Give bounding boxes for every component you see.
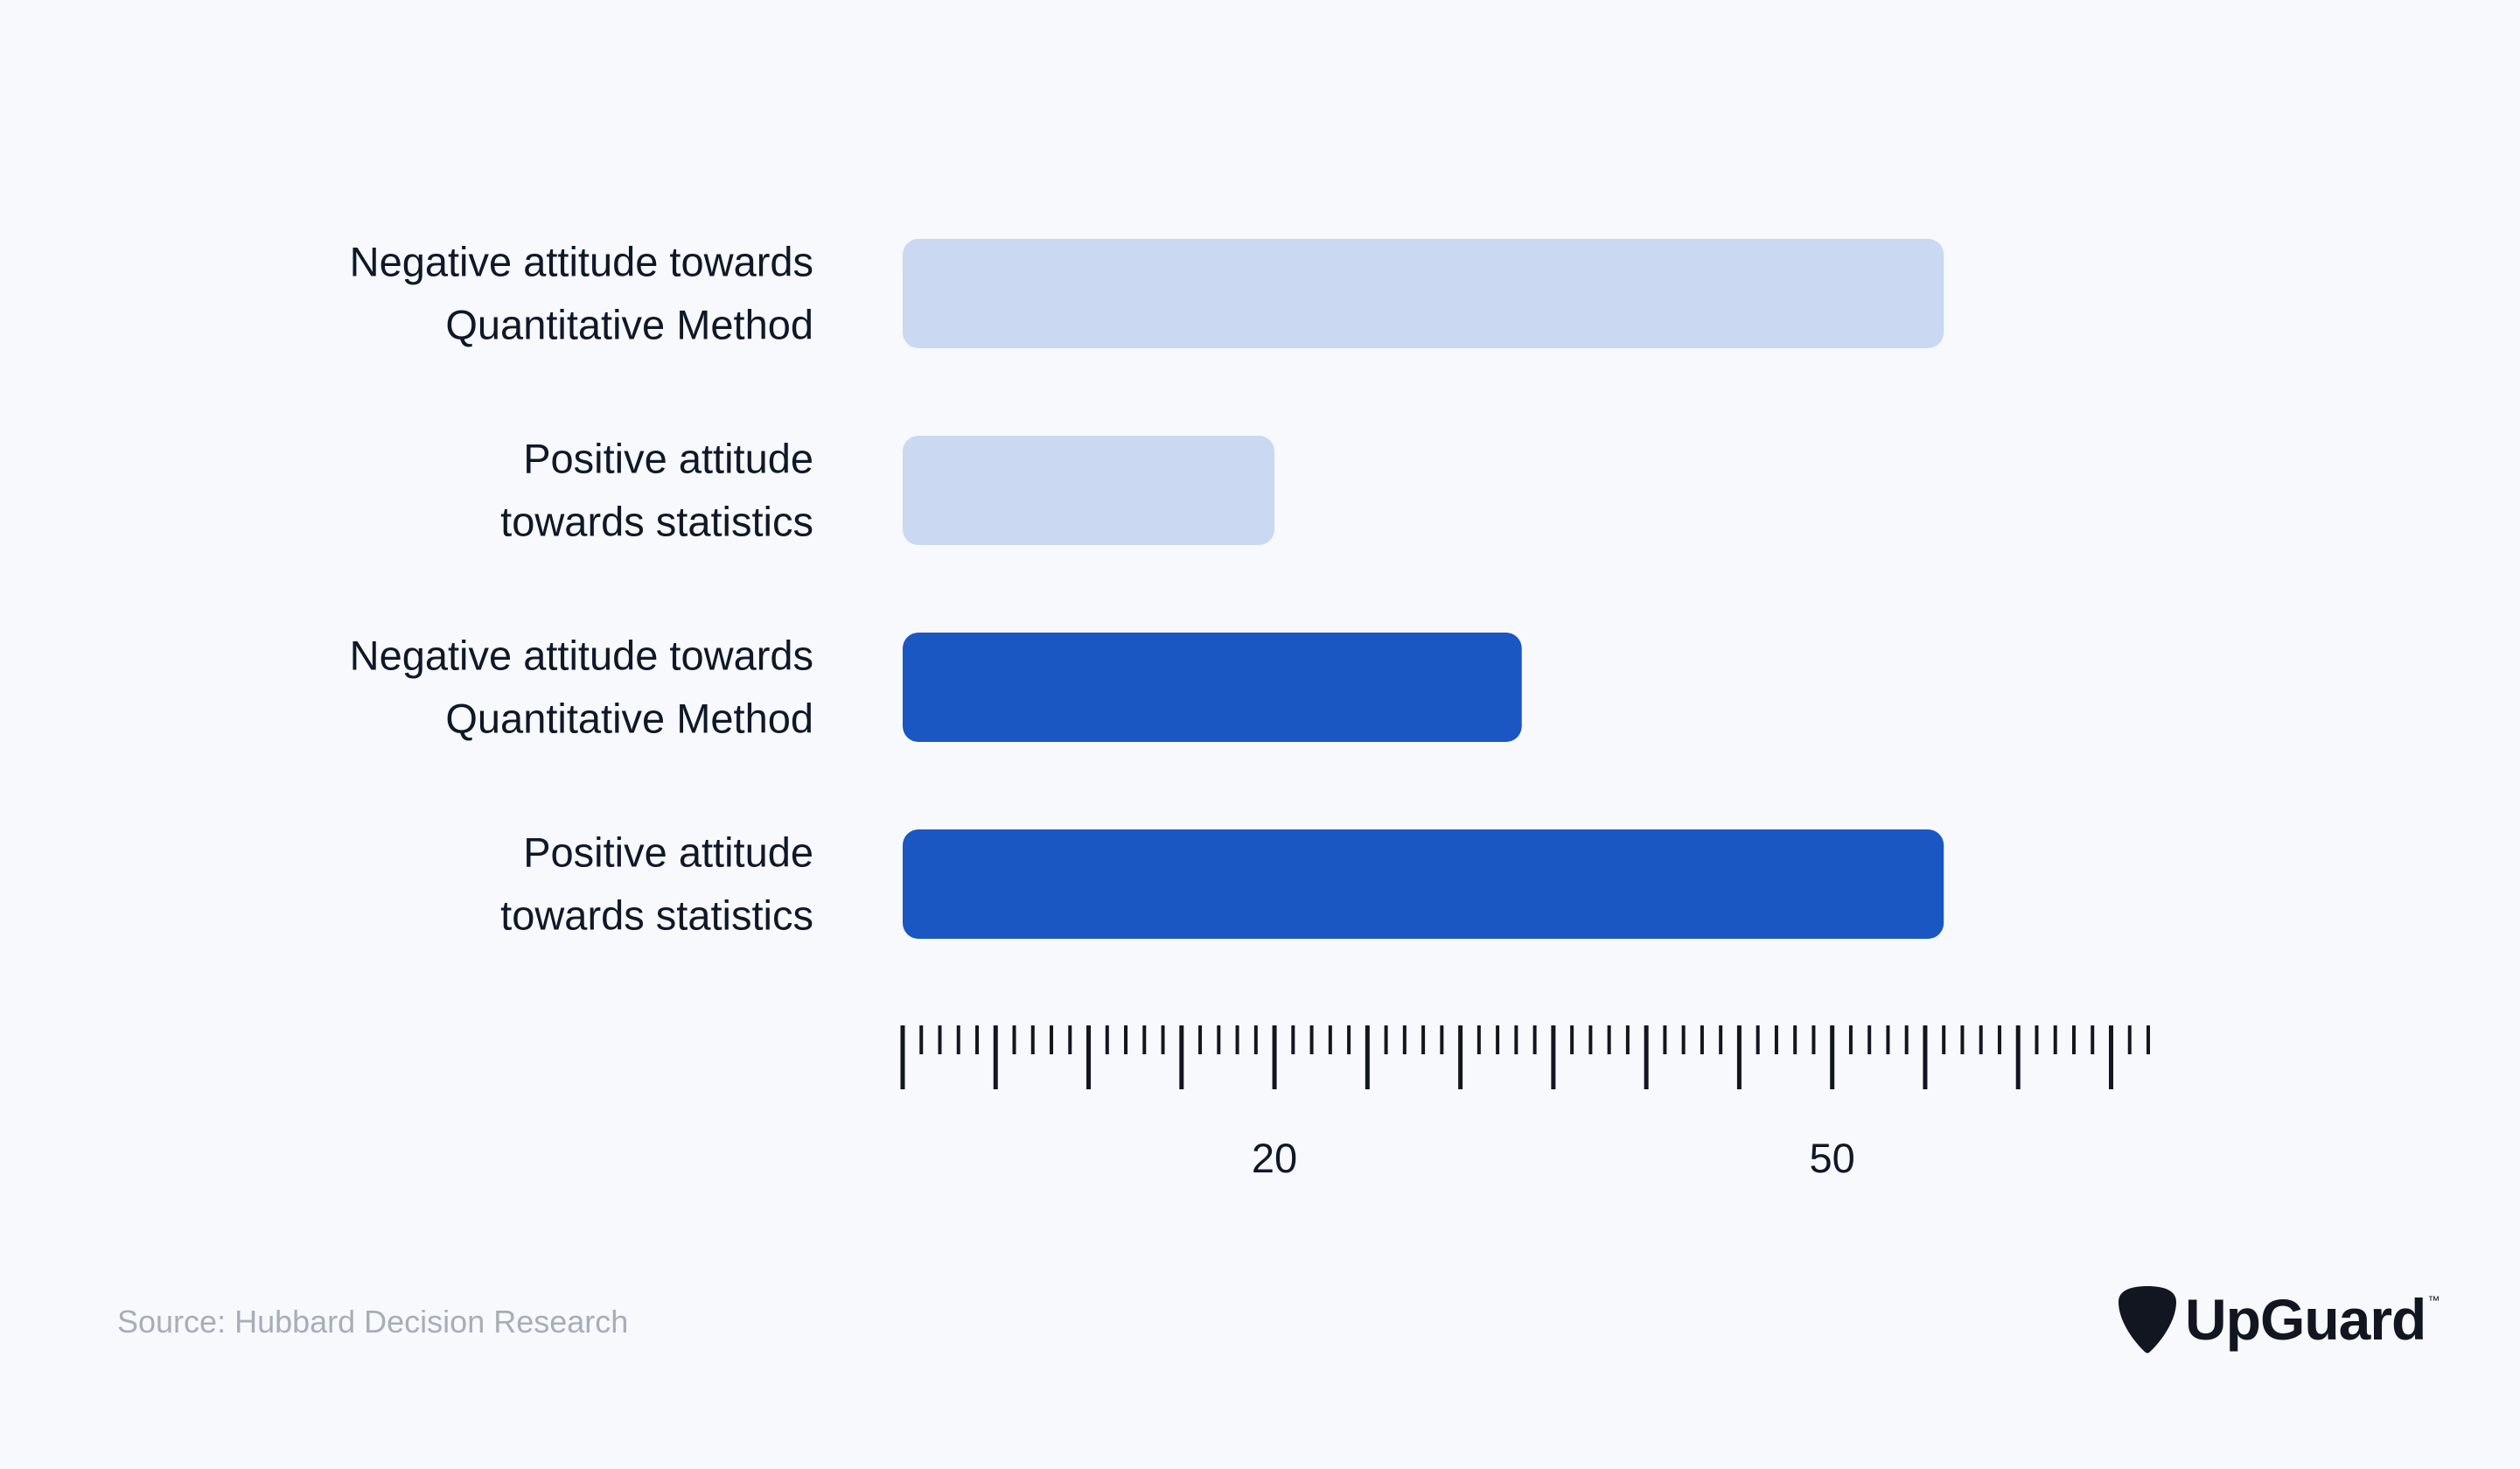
x-axis-tick-labels: 20 50 [1252, 1135, 1855, 1181]
brand-name: UpGuard [2185, 1287, 2426, 1352]
category-label-3-line-1: Negative attitude towards [350, 633, 813, 679]
bar-2 [903, 436, 1275, 545]
category-label-4-line-1: Positive attitude [523, 829, 813, 876]
bar-1 [903, 239, 1944, 348]
category-label-1-line-1: Negative attitude towards [350, 239, 813, 285]
trademark-mark: ™ [2427, 1293, 2440, 1307]
category-label-3: Negative attitude towards Quantitative Me… [350, 633, 813, 742]
category-label-1: Negative attitude towards Quantitative Me… [350, 239, 813, 348]
x-axis-ruler [900, 1025, 2150, 1089]
category-label-3-line-2: Quantitative Method [445, 696, 813, 742]
category-label-2-line-1: Positive attitude [523, 436, 813, 482]
category-labels-group: Negative attitude towards Quantitative Me… [350, 239, 813, 939]
brand-logo: UpGuard ™ [2117, 1284, 2440, 1354]
category-label-1-line-2: Quantitative Method [445, 302, 813, 348]
source-note: Source: Hubbard Decision Research [117, 1304, 629, 1340]
category-label-2: Positive attitude towards statistics [500, 436, 813, 545]
category-label-2-line-2: towards statistics [500, 499, 813, 545]
tick-label-50: 50 [1810, 1135, 1855, 1181]
bar-4 [903, 829, 1944, 939]
bars-group [903, 239, 1944, 939]
tick-label-20: 20 [1252, 1135, 1297, 1181]
guitar-pick-icon [2119, 1286, 2176, 1354]
category-label-4: Positive attitude towards statistics [500, 829, 813, 939]
category-label-4-line-2: towards statistics [500, 892, 813, 939]
bar-3 [903, 633, 1522, 742]
